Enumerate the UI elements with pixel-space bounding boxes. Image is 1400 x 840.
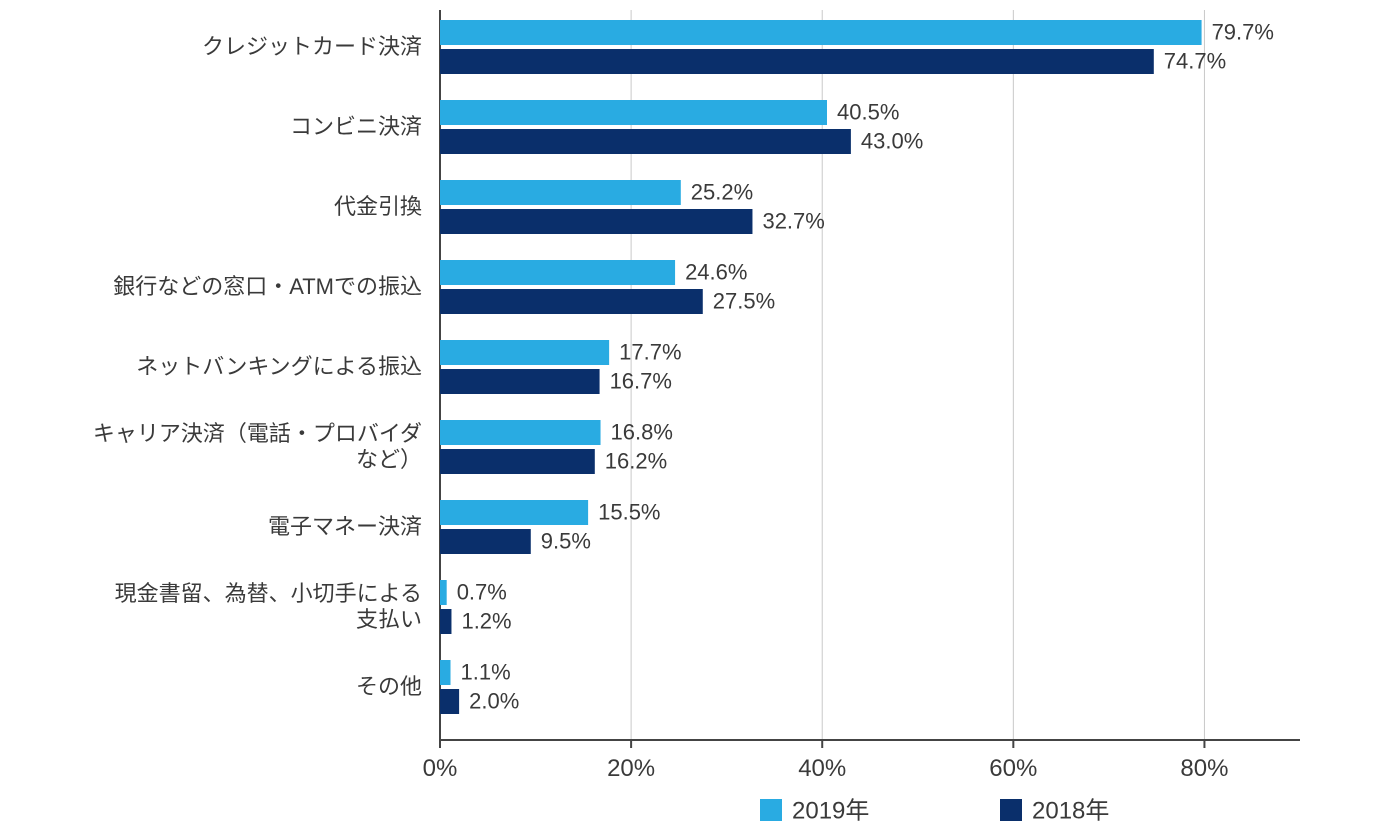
- value-label: 16.8%: [611, 419, 673, 444]
- bar: [440, 20, 1202, 45]
- value-label: 43.0%: [861, 128, 923, 153]
- bar: [440, 660, 451, 685]
- value-label: 40.5%: [837, 99, 899, 124]
- category-label: 支払い: [356, 607, 422, 632]
- category-label: 代金引換: [334, 194, 422, 219]
- bar: [440, 500, 588, 525]
- value-label: 17.7%: [619, 339, 681, 364]
- x-tick-label: 40%: [798, 755, 846, 782]
- category-label: ネットバンキングによる振込: [136, 354, 422, 379]
- value-label: 0.7%: [457, 579, 507, 604]
- value-label: 27.5%: [713, 288, 775, 313]
- legend-label: 2019年: [792, 797, 869, 824]
- x-tick-label: 80%: [1180, 755, 1228, 782]
- category-label: コンビニ決済: [290, 114, 422, 139]
- category-label: 現金書留、為替、小切手による: [115, 581, 422, 606]
- value-label: 79.7%: [1212, 19, 1274, 44]
- category-label: 電子マネー決済: [268, 514, 422, 539]
- bar-chart: 0% 20% 40% 60% 80% クレジットカード決済 79.7% 74.7% コンビニ決済…: [0, 0, 1400, 840]
- category-label: クレジットカード決済: [202, 34, 422, 59]
- bar: [440, 340, 609, 365]
- bar: [440, 289, 703, 314]
- value-label: 9.5%: [541, 528, 591, 553]
- bar: [440, 180, 681, 205]
- category-label: など）: [356, 447, 422, 472]
- bar: [440, 100, 827, 125]
- legend-swatch: [1000, 799, 1022, 821]
- x-tick-label: 20%: [607, 755, 655, 782]
- legend-swatch: [760, 799, 782, 821]
- chart-bg: [0, 0, 1400, 840]
- x-tick-label: 60%: [989, 755, 1037, 782]
- bar: [440, 420, 601, 445]
- value-label: 15.5%: [598, 499, 660, 524]
- value-label: 2.0%: [469, 688, 519, 713]
- category-label: その他: [356, 674, 422, 699]
- legend-label: 2018年: [1032, 797, 1109, 824]
- value-label: 16.2%: [605, 448, 667, 473]
- bar: [440, 129, 851, 154]
- bar: [440, 529, 531, 554]
- value-label: 74.7%: [1164, 48, 1226, 73]
- bar: [440, 449, 595, 474]
- value-label: 24.6%: [685, 259, 747, 284]
- category-label: キャリア決済（電話・プロバイダ: [93, 421, 422, 446]
- value-label: 1.2%: [461, 608, 511, 633]
- category-label: 銀行などの窓口・ATMでの振込: [113, 274, 422, 299]
- value-label: 1.1%: [461, 659, 511, 684]
- value-label: 32.7%: [762, 208, 824, 233]
- x-tick-label: 0%: [423, 755, 458, 782]
- value-label: 25.2%: [691, 179, 753, 204]
- bar: [440, 369, 600, 394]
- bar: [440, 689, 459, 714]
- bar: [440, 49, 1154, 74]
- bar: [440, 580, 447, 605]
- chart-container: 0% 20% 40% 60% 80% クレジットカード決済 79.7% 74.7% コンビニ決済…: [0, 0, 1400, 840]
- bar: [440, 609, 451, 634]
- bar: [440, 260, 675, 285]
- bar: [440, 209, 752, 234]
- value-label: 16.7%: [610, 368, 672, 393]
